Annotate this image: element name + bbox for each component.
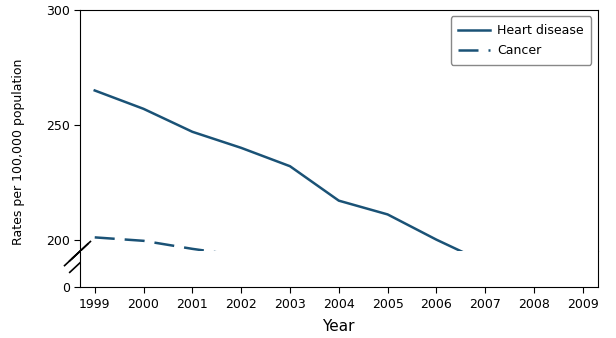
Legend: Heart disease, Cancer: Heart disease, Cancer [451, 16, 591, 65]
Text: Rates per 100,000 population: Rates per 100,000 population [12, 59, 25, 245]
X-axis label: Year: Year [323, 319, 355, 334]
